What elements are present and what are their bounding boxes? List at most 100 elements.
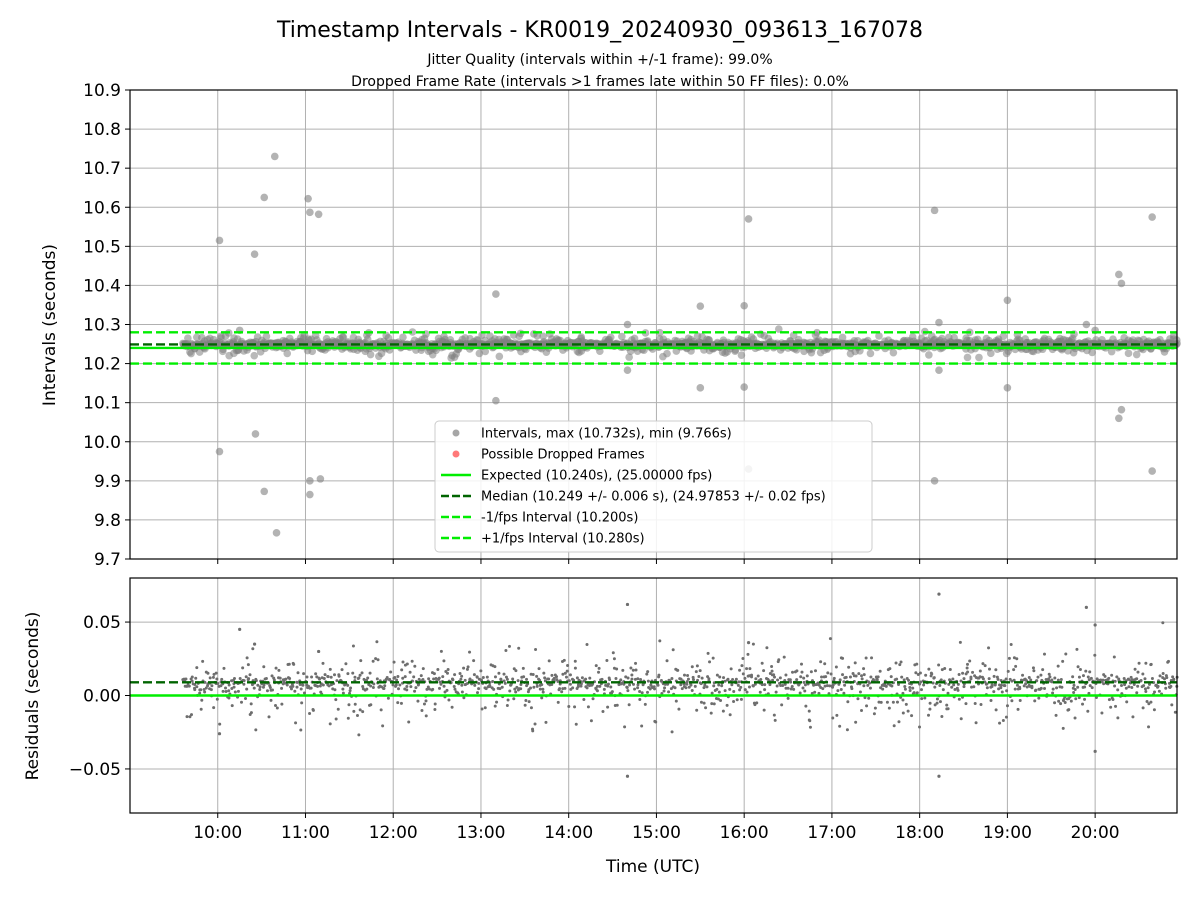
residual-point (854, 674, 858, 678)
residual-point (335, 679, 339, 683)
residual-point (716, 697, 720, 701)
x-tick-label: 13:00 (456, 823, 505, 843)
residual-point (275, 706, 279, 710)
residual-point (676, 668, 680, 672)
residual-point (634, 661, 638, 665)
residual-point (956, 688, 960, 692)
residual-point (798, 691, 802, 695)
residual-point (735, 698, 739, 702)
residual-point (521, 666, 525, 670)
residual-point (608, 678, 612, 682)
residual-point (488, 684, 492, 688)
residual-point (919, 688, 923, 692)
residual-point (1003, 684, 1007, 688)
residual-point (737, 680, 741, 684)
interval-point (308, 347, 317, 356)
residual-point (353, 702, 357, 706)
residual-point (416, 683, 420, 687)
residual-point (598, 684, 602, 688)
residual-point (1166, 659, 1170, 663)
residual-point (245, 687, 249, 691)
residual-point (458, 672, 462, 676)
residual-point (193, 682, 197, 686)
residual-point (908, 686, 912, 690)
residual-point (621, 668, 625, 672)
residual-point (901, 711, 905, 715)
residual-point (425, 687, 429, 691)
residual-point (1090, 686, 1094, 690)
residual-point (575, 676, 579, 680)
residual-point (566, 663, 570, 667)
residual-point (1004, 677, 1008, 681)
residual-point (438, 686, 442, 690)
residual-point (901, 691, 905, 695)
residual-point (707, 677, 711, 681)
residual-point (662, 689, 666, 693)
residual-point (357, 733, 361, 737)
residual-point (1112, 655, 1116, 659)
residual-point (685, 682, 689, 686)
intervals-y-tick-label: 10.3 (83, 316, 121, 336)
interval-point (774, 325, 783, 333)
residual-point (278, 676, 282, 680)
residual-point (284, 677, 288, 681)
residual-point (854, 720, 858, 724)
residual-point (198, 691, 202, 695)
residual-point (245, 656, 249, 660)
residual-point (227, 696, 231, 700)
residual-point (242, 679, 246, 683)
residual-point (867, 696, 871, 700)
residual-point (1102, 682, 1106, 686)
residual-point (1077, 675, 1081, 679)
residual-point (393, 676, 397, 680)
residual-point (334, 717, 338, 721)
residual-point (504, 675, 508, 679)
interval-outlier-point (250, 250, 259, 258)
intervals-y-tick-label: 9.7 (94, 550, 121, 570)
residual-point (691, 675, 695, 679)
residual-point (333, 688, 337, 692)
residual-point (1125, 700, 1129, 704)
residual-point (699, 682, 703, 686)
residual-point (386, 696, 390, 700)
residual-point (1147, 702, 1151, 706)
residual-point (1006, 669, 1010, 673)
residual-point (1113, 684, 1117, 688)
residual-point (786, 686, 790, 690)
interval-outlier-point (696, 302, 705, 310)
residual-point (400, 668, 404, 672)
residual-point (679, 683, 683, 687)
residual-point (346, 716, 350, 720)
residual-point (433, 707, 437, 711)
residual-point (262, 665, 266, 669)
residual-point (1094, 695, 1098, 699)
residual-point (759, 677, 763, 681)
residual-point (698, 669, 702, 673)
residual-point (265, 689, 269, 693)
residual-point (462, 696, 466, 700)
residual-point (799, 675, 803, 679)
residual-point (1088, 670, 1092, 674)
residual-point (372, 682, 376, 686)
interval-outlier-point (251, 430, 260, 438)
residual-point (1170, 703, 1174, 707)
residual-point (788, 678, 792, 682)
residual-point (244, 696, 248, 700)
residual-point (374, 657, 378, 661)
residual-point (705, 685, 709, 689)
residual-point (294, 721, 298, 725)
residual-point (199, 688, 203, 692)
intervals-panel: 9.7 9.8 9.9 10.0 10.1 10.2 10.3 10.4 10.5 10.6 10.… (40, 81, 1181, 570)
residual-point (1072, 683, 1076, 687)
interval-outlier-point (696, 384, 705, 392)
residual-point (538, 687, 542, 691)
residual-point (957, 673, 961, 677)
residual-point (750, 675, 754, 679)
residual-point (582, 698, 586, 702)
residual-point (409, 685, 413, 689)
residual-point (1071, 675, 1075, 679)
residual-point (550, 682, 554, 686)
residual-point (408, 670, 412, 674)
residual-point (718, 675, 722, 679)
residual-point (232, 676, 236, 680)
